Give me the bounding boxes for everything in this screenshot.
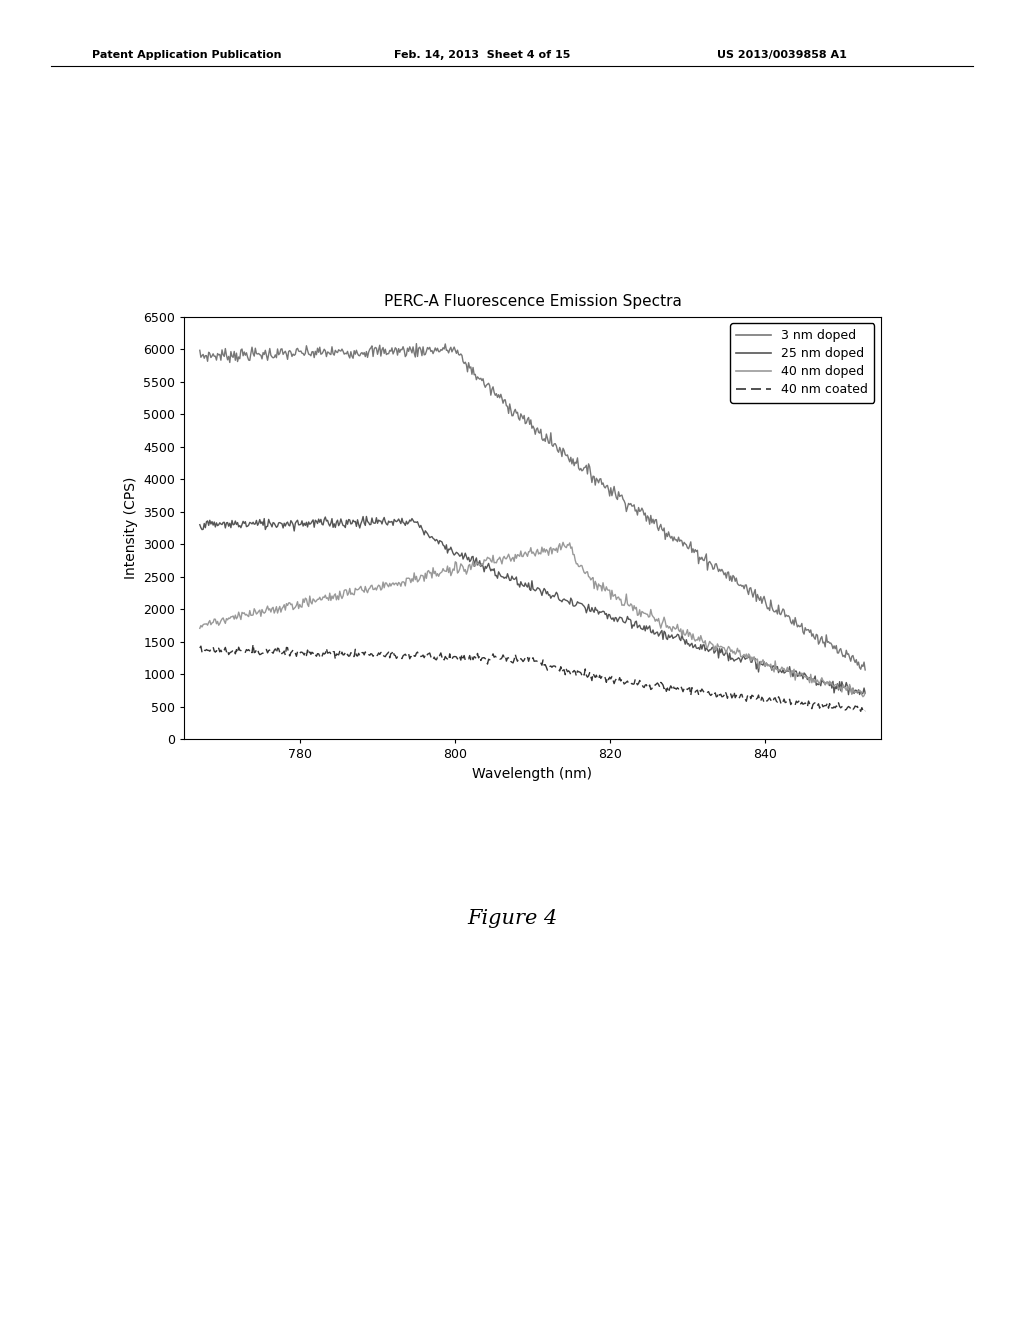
Text: Figure 4: Figure 4 xyxy=(467,909,557,928)
Text: Feb. 14, 2013  Sheet 4 of 15: Feb. 14, 2013 Sheet 4 of 15 xyxy=(394,50,570,61)
Y-axis label: Intensity (CPS): Intensity (CPS) xyxy=(124,477,138,579)
Text: Patent Application Publication: Patent Application Publication xyxy=(92,50,282,61)
Text: US 2013/0039858 A1: US 2013/0039858 A1 xyxy=(717,50,847,61)
Title: PERC-A Fluorescence Emission Spectra: PERC-A Fluorescence Emission Spectra xyxy=(384,293,681,309)
X-axis label: Wavelength (nm): Wavelength (nm) xyxy=(472,767,593,781)
Legend: 3 nm doped, 25 nm doped, 40 nm doped, 40 nm coated: 3 nm doped, 25 nm doped, 40 nm doped, 40… xyxy=(730,323,874,403)
